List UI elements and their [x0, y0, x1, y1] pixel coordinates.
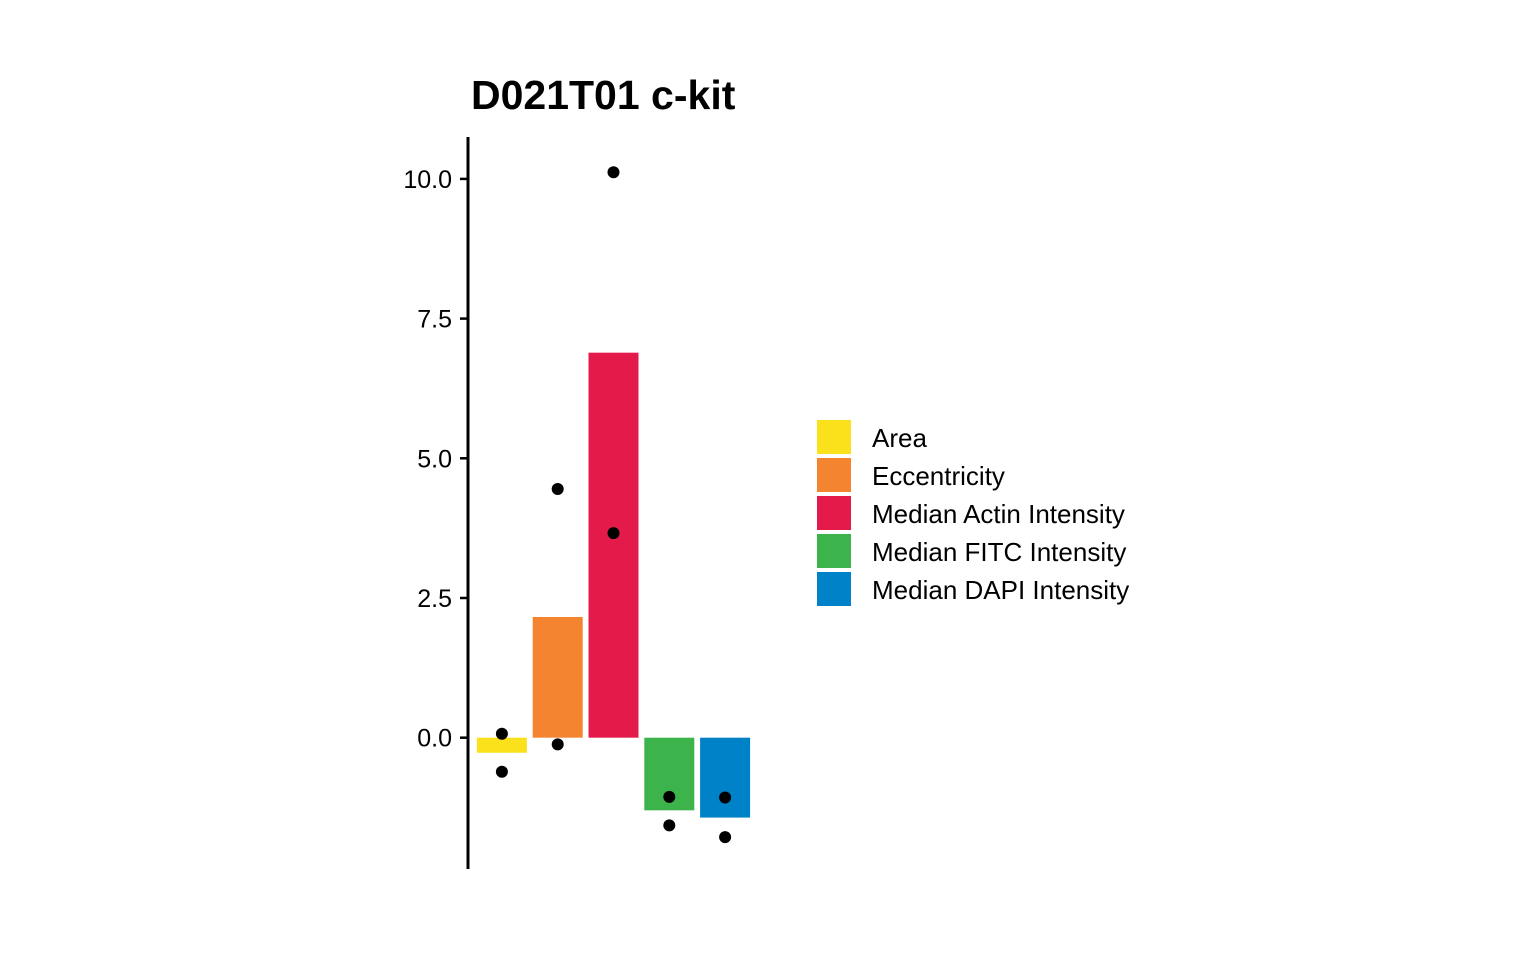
point-median-fitc-intensity-1: [663, 790, 676, 803]
point-median-fitc-intensity-2: [663, 819, 676, 832]
point-median-dapi-intensity-2: [719, 831, 732, 844]
bar-median-actin-intensity: [588, 352, 639, 738]
bar-eccentricity: [532, 616, 583, 738]
points-group: [495, 166, 732, 844]
y-tick-label: 2.5: [417, 585, 452, 613]
bar-median-dapi-intensity: [700, 737, 751, 818]
point-eccentricity-1: [551, 483, 564, 496]
bars-group: [476, 352, 751, 818]
legend-key-median-dapi-intensity: [817, 572, 851, 606]
y-tick-label: 0.0: [417, 725, 452, 753]
chart-title: D021T01 c-kit: [471, 72, 736, 118]
legend-label-eccentricity: Eccentricity: [872, 461, 1005, 491]
point-median-actin-intensity-1: [607, 166, 620, 179]
legend-key-eccentricity: [817, 458, 851, 492]
legend-label-median-actin-intensity: Median Actin Intensity: [872, 499, 1125, 529]
legend-key-median-fitc-intensity: [817, 534, 851, 568]
bar-area: [476, 737, 527, 753]
y-ticks-group: 0.0 2.5 5.0 7.5 10.0: [403, 166, 468, 753]
y-tick-label: 5.0: [417, 445, 452, 473]
point-median-dapi-intensity-1: [719, 791, 732, 804]
point-median-actin-intensity-2: [607, 527, 620, 540]
point-eccentricity-2: [551, 738, 564, 751]
point-area-2: [495, 765, 508, 778]
legend: Area Eccentricity Median Actin Intensity Me…: [817, 420, 1129, 606]
legend-label-median-dapi-intensity: Median DAPI Intensity: [872, 575, 1129, 605]
legend-label-median-fitc-intensity: Median FITC Intensity: [872, 537, 1126, 567]
legend-key-median-actin-intensity: [817, 496, 851, 530]
legend-label-area: Area: [872, 423, 927, 453]
legend-key-area: [817, 420, 851, 454]
point-area-1: [495, 727, 508, 740]
y-tick-label: 10.0: [403, 166, 452, 194]
y-tick-label: 7.5: [417, 306, 452, 334]
